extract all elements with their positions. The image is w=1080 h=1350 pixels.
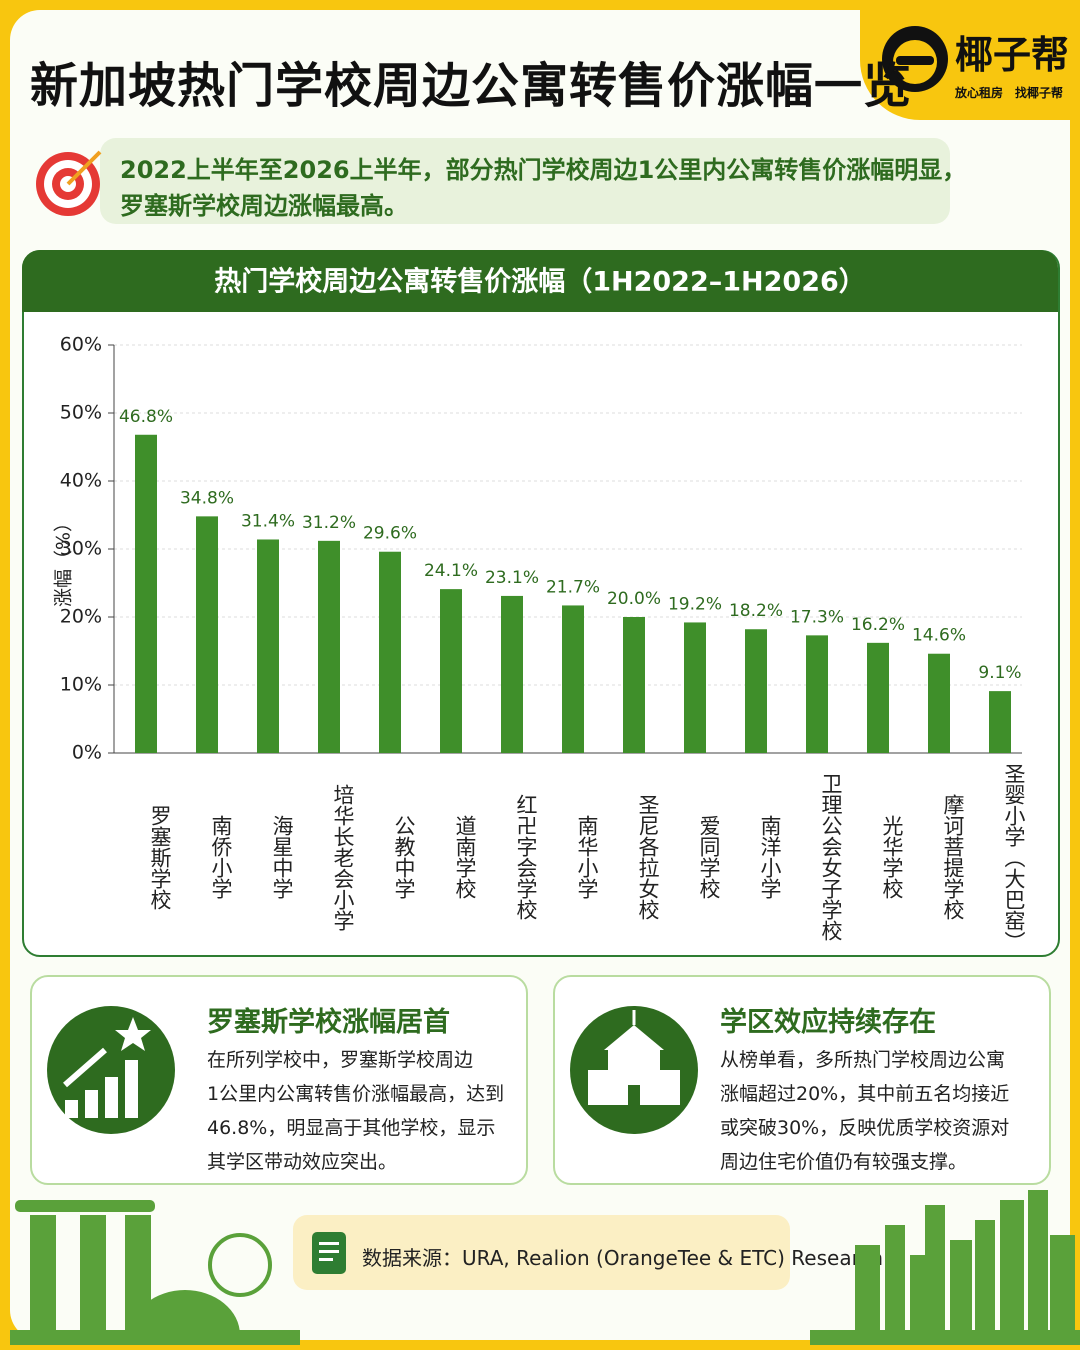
y-tick-label: 0%: [72, 742, 102, 764]
x-tick-label: 南华小学: [575, 815, 598, 899]
y-tick-label: 30%: [60, 538, 102, 560]
chart-header: [22, 250, 1058, 312]
card-text: 46.8%，明显高于其他学校，显示: [207, 1117, 496, 1139]
value-label: 17.3%: [790, 607, 844, 627]
bar: [501, 595, 523, 753]
y-tick-label: 50%: [60, 402, 102, 424]
x-tick-label: 培华长老会小学: [331, 783, 354, 931]
card-text: 从榜单看，多所热门学校周边公寓: [720, 1049, 1006, 1071]
value-label: 9.1%: [978, 663, 1021, 683]
card-text: 1公里内公寓转售价涨幅最高，达到: [207, 1083, 505, 1105]
x-tick-label: 卫理公会女子学校: [819, 773, 842, 941]
x-tick-label-box: 圣尼各拉女校: [636, 794, 659, 920]
bar: [684, 622, 706, 753]
doc-icon: [312, 1232, 346, 1274]
x-tick-label: 道南学校: [453, 815, 476, 899]
card-text: 涨幅超过20%，其中前五名均接近: [720, 1083, 1010, 1105]
chart-box: [22, 250, 1060, 957]
x-tick-label-box: 海星中学: [270, 815, 293, 899]
x-tick-label-box: 卫理公会女子学校: [819, 773, 842, 941]
bar: [257, 539, 279, 753]
target-icon: [36, 150, 102, 216]
y-tick-label: 20%: [60, 606, 102, 628]
source-box: [293, 1215, 790, 1290]
x-tick-label: 海星中学: [270, 815, 293, 899]
x-tick-label: 公教中学: [392, 815, 415, 899]
y-tick-label: 60%: [60, 334, 102, 356]
value-label: 31.4%: [241, 511, 295, 531]
card-title: 学区效应持续存在: [720, 1007, 936, 1038]
chart-title: 热门学校周边公寓转售价涨幅（1H2022–1H2026）: [214, 266, 866, 298]
x-tick-label: 罗塞斯学校: [148, 804, 171, 910]
bar: [440, 589, 462, 753]
bar: [318, 540, 340, 753]
y-axis-label: 涨幅（%）: [53, 513, 75, 607]
bar: [806, 635, 828, 753]
bar: [867, 642, 889, 753]
growth-icon: [47, 1006, 175, 1134]
x-tick-label-box: 摩诃菩提学校: [941, 794, 964, 920]
brand-logo: [882, 26, 948, 92]
x-tick-label: 摩诃菩提学校: [941, 794, 964, 920]
x-tick-label: 南侨小学: [209, 815, 232, 899]
brand-tagline: 放心租房: [955, 86, 1004, 100]
school-icon: [570, 1006, 698, 1134]
x-tick-label-box: 红卍字会学校: [514, 794, 537, 920]
value-label: 20.0%: [607, 589, 661, 609]
bar: [623, 617, 645, 753]
value-label: 46.8%: [119, 407, 173, 427]
skyline: [10, 1190, 1080, 1345]
card-text: 在所列学校中，罗塞斯学校周边: [207, 1049, 474, 1071]
x-tick-label-box: 爱同学校: [697, 815, 720, 899]
summary-line: 2022上半年至2026上半年，部分热门学校周边1公里内公寓转售价涨幅明显，: [120, 156, 967, 184]
card-text: 周边住宅价值仍有较强支撑。: [720, 1151, 968, 1173]
x-tick-label-box: 培华长老会小学: [331, 783, 354, 931]
brand-tagline: 找椰子帮: [1015, 86, 1064, 100]
value-label: 18.2%: [729, 601, 783, 621]
bar: [562, 605, 584, 753]
x-tick-label: 圣婴小学（大巴窑）: [1002, 762, 1025, 952]
value-label: 31.2%: [302, 513, 356, 533]
bar: [928, 653, 950, 753]
value-label: 23.1%: [485, 568, 539, 588]
x-tick-label: 圣尼各拉女校: [636, 794, 659, 920]
value-label: 16.2%: [851, 615, 905, 635]
bar: [196, 516, 218, 753]
x-tick-label-box: 南侨小学: [209, 815, 232, 899]
bar: [379, 551, 401, 753]
x-tick-label-box: 南华小学: [575, 815, 598, 899]
x-tick-label: 南洋小学: [758, 815, 781, 899]
card-text: 其学区带动效应突出。: [207, 1151, 398, 1173]
value-label: 34.8%: [180, 488, 234, 508]
card-text: 或突破30%，反映优质学校资源对: [720, 1117, 1010, 1139]
x-tick-label-box: 光华学校: [880, 815, 903, 899]
bar: [745, 629, 767, 753]
value-label: 21.7%: [546, 577, 600, 597]
y-tick-label: 40%: [60, 470, 102, 492]
bar: [989, 691, 1011, 753]
x-tick-label: 红卍字会学校: [514, 794, 537, 920]
source: 数据来源：URA, Realion (OrangeTee & ETC) Rese…: [362, 1246, 884, 1270]
x-tick-label: 爱同学校: [697, 815, 720, 899]
x-tick-label-box: 道南学校: [453, 815, 476, 899]
x-tick-label-box: 罗塞斯学校: [148, 804, 171, 910]
y-tick-label: 10%: [60, 674, 102, 696]
value-label: 29.6%: [363, 524, 417, 544]
brand-name: 椰子帮: [955, 33, 1070, 77]
value-label: 19.2%: [668, 594, 722, 614]
card-title: 罗塞斯学校涨幅居首: [207, 1007, 450, 1038]
value-label: 24.1%: [424, 561, 478, 581]
page-title: 新加坡热门学校周边公寓转售价涨幅一览: [30, 58, 913, 114]
value-label: 14.6%: [912, 626, 966, 646]
x-tick-label: 光华学校: [880, 815, 903, 899]
x-tick-label-box: 公教中学: [392, 815, 415, 899]
chart: 热门学校周边公寓转售价涨幅（1H2022–1H2026） 涨幅（%） 0% 10%…: [22, 250, 1058, 952]
x-tick-label-box: 圣婴小学（大巴窑）: [1002, 762, 1025, 952]
summary-box: [100, 138, 950, 224]
bar: [135, 434, 157, 753]
x-tick-label-box: 南洋小学: [758, 815, 781, 899]
summary-line: 罗塞斯学校周边涨幅最高。: [120, 192, 408, 220]
